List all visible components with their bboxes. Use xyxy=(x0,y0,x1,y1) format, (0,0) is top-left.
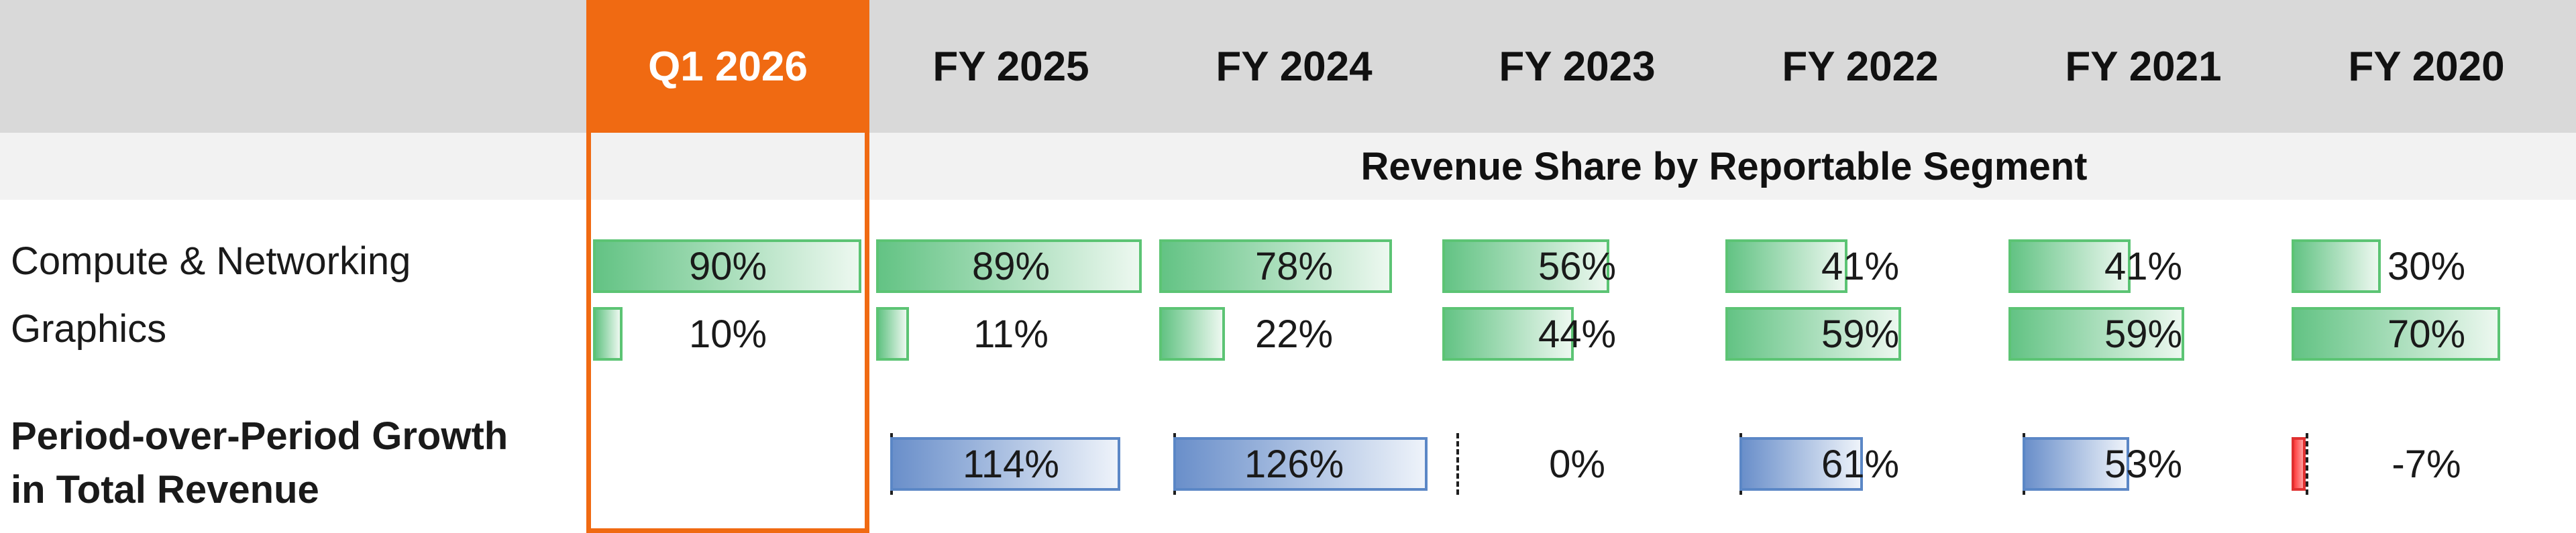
column-header-fy-2025[interactable]: FY 2025 xyxy=(932,43,1089,90)
section-title: Revenue Share by Reportable Segment xyxy=(1360,144,2088,188)
value-label-growth-fy-2024: 126% xyxy=(1244,442,1344,486)
bar-compute-fy-2021 xyxy=(2008,239,2131,293)
cell-compute-fy-2020: 30% xyxy=(2285,239,2568,293)
value-label-graphics-fy-2020: 70% xyxy=(2387,312,2466,356)
cell-compute-q1-2026: 90% xyxy=(586,239,869,293)
subheader-band xyxy=(0,133,2576,200)
value-label-compute-fy-2020: 30% xyxy=(2387,244,2466,288)
column-header-fy-2024[interactable]: FY 2024 xyxy=(1216,43,1373,90)
value-label-growth-fy-2021: 53% xyxy=(2104,442,2183,486)
bar-compute-fy-2022 xyxy=(1725,239,1848,293)
cell-compute-fy-2022: 41% xyxy=(1719,239,2002,293)
value-label-compute-fy-2024: 78% xyxy=(1254,244,1334,288)
value-label-growth-q1-2026 xyxy=(586,437,869,491)
bar-graphics-fy-2024 xyxy=(1159,307,1225,361)
cell-growth-fy-2022: 61% xyxy=(1719,433,2002,495)
bar-graphics-fy-2021 xyxy=(2008,307,2185,361)
value-label-growth-fy-2023: 0% xyxy=(1549,442,1605,486)
row-label-growth-line1: Period-over-Period Growth xyxy=(11,414,508,458)
value-label-compute-fy-2023: 56% xyxy=(1538,244,1617,288)
cell-growth-fy-2021: 53% xyxy=(2002,433,2285,495)
cell-graphics-fy-2021: 59% xyxy=(2002,307,2285,361)
value-label-graphics-q1-2026: 10% xyxy=(688,312,767,356)
value-label-graphics-fy-2022: 59% xyxy=(1821,312,1900,356)
growth-zero-axis-fy-2020 xyxy=(2306,433,2309,495)
bar-growth-fy-2021 xyxy=(2023,437,2130,491)
cell-growth-fy-2020: -7% xyxy=(2285,433,2568,495)
cell-growth-fy-2025: 114% xyxy=(869,433,1152,495)
value-label-growth-fy-2022: 61% xyxy=(1821,442,1900,486)
value-label-compute-fy-2022: 41% xyxy=(1821,244,1900,288)
cell-graphics-fy-2022: 59% xyxy=(1719,307,2002,361)
row-label-growth-line2: in Total Revenue xyxy=(11,468,319,512)
bar-compute-fy-2020 xyxy=(2292,239,2381,293)
value-label-compute-q1-2026: 90% xyxy=(688,244,767,288)
cell-compute-fy-2023: 56% xyxy=(1436,239,1719,293)
cell-compute-fy-2024: 78% xyxy=(1152,239,1436,293)
column-header-fy-2023[interactable]: FY 2023 xyxy=(1499,43,1656,90)
value-label-graphics-fy-2021: 59% xyxy=(2104,312,2183,356)
column-header-fy-2020[interactable]: FY 2020 xyxy=(2348,43,2505,90)
bar-compute-q1-2026 xyxy=(593,239,861,293)
cell-compute-fy-2025: 89% xyxy=(869,239,1152,293)
value-label-compute-fy-2025: 89% xyxy=(971,244,1051,288)
bar-compute-fy-2024 xyxy=(1159,239,1392,293)
cell-graphics-fy-2020: 70% xyxy=(2285,307,2568,361)
cell-compute-fy-2021: 41% xyxy=(2002,239,2285,293)
value-label-growth-fy-2025: 114% xyxy=(962,442,1060,486)
bar-graphics-fy-2020 xyxy=(2292,307,2501,361)
cell-graphics-fy-2025: 11% xyxy=(869,307,1152,361)
column-header-fy-2021[interactable]: FY 2021 xyxy=(2065,43,2222,90)
value-label-graphics-fy-2025: 11% xyxy=(973,312,1049,356)
cell-graphics-fy-2023: 44% xyxy=(1436,307,1719,361)
header-band xyxy=(0,0,2576,133)
cell-growth-fy-2023: 0% xyxy=(1436,433,1719,495)
column-header-fy-2022[interactable]: FY 2022 xyxy=(1782,43,1939,90)
bar-growth-fy-2024 xyxy=(1173,437,1428,491)
bar-compute-fy-2023 xyxy=(1442,239,1609,293)
value-label-graphics-fy-2023: 44% xyxy=(1538,312,1617,356)
column-header-q1-2026[interactable]: Q1 2026 xyxy=(586,0,869,133)
row-label-compute-networking: Compute & Networking xyxy=(11,239,411,283)
cell-graphics-fy-2024: 22% xyxy=(1152,307,1436,361)
growth-zero-axis-fy-2023 xyxy=(1456,433,1460,495)
bar-graphics-fy-2022 xyxy=(1725,307,1902,361)
bar-graphics-fy-2023 xyxy=(1442,307,1574,361)
value-label-compute-fy-2021: 41% xyxy=(2104,244,2183,288)
cell-graphics-q1-2026: 10% xyxy=(586,307,869,361)
value-label-graphics-fy-2024: 22% xyxy=(1254,312,1334,356)
bar-compute-fy-2025 xyxy=(876,239,1142,293)
value-label-growth-fy-2020: -7% xyxy=(2392,442,2461,486)
bar-growth-fy-2025 xyxy=(890,437,1120,491)
cell-growth-q1-2026 xyxy=(586,437,869,491)
bar-graphics-q1-2026 xyxy=(593,307,623,361)
row-label-graphics: Graphics xyxy=(11,307,167,351)
bar-graphics-fy-2025 xyxy=(876,307,909,361)
bar-growth-fy-2020 xyxy=(2292,437,2306,491)
cell-growth-fy-2024: 126% xyxy=(1152,433,1436,495)
bar-growth-fy-2022 xyxy=(1739,437,1863,491)
